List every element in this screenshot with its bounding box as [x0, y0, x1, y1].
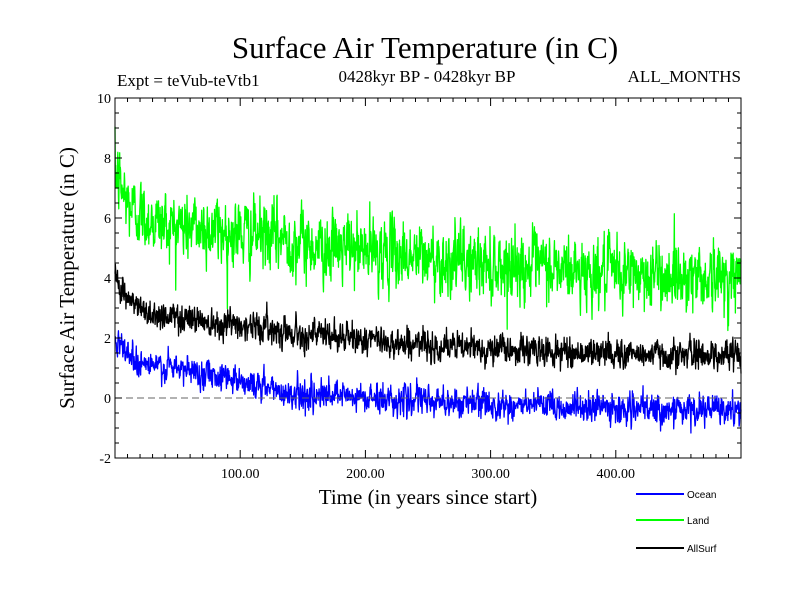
x-tick-label: 300.00 [471, 467, 510, 482]
y-tick-label: 8 [104, 152, 111, 167]
x-tick-label: 400.00 [597, 467, 636, 482]
y-tick-label: 10 [97, 92, 111, 107]
chart-subtitle-right: ALL_MONTHS [628, 67, 741, 86]
y-tick-label: 2 [104, 332, 111, 347]
plot-series [114, 126, 742, 434]
series-line-allsurf [114, 263, 742, 376]
x-axis-label: Time (in years since start) [319, 485, 538, 509]
y-axis-label: Surface Air Temperature (in C) [55, 147, 79, 409]
chart-subtitle-left: Expt = teVub-teVtb1 [117, 71, 260, 90]
legend-label-allsurf: AllSurf [687, 544, 717, 555]
series-line-land [114, 126, 742, 332]
tick-labels: -2 0 2 4 6 8 10 100.00 200.00 300.00 400.00 [97, 92, 635, 482]
y-tick-label: 4 [104, 272, 111, 287]
x-tick-label: 200.00 [346, 467, 385, 482]
legend-label-land: Land [687, 516, 709, 527]
chart-title: Surface Air Temperature (in C) [232, 30, 618, 65]
legend: Ocean Land AllSurf [636, 490, 717, 555]
x-tick-label: 100.00 [221, 467, 260, 482]
chart-subtitle-center: 0428kyr BP - 0428kyr BP [339, 67, 516, 86]
y-tick-label: 6 [104, 212, 111, 227]
plot-frame [114, 97, 742, 459]
series-line-ocean [114, 330, 742, 434]
y-tick-label: -2 [99, 452, 111, 467]
y-tick-label: 0 [104, 392, 111, 407]
legend-label-ocean: Ocean [687, 490, 716, 501]
